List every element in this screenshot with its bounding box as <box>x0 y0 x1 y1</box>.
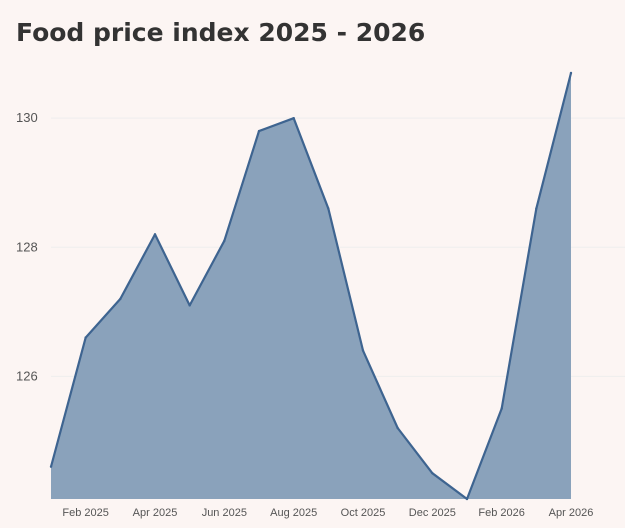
x-tick-label: Dec 2025 <box>409 507 456 519</box>
data-point <box>223 239 226 243</box>
x-axis: Feb 2025 Apr 2025 Jun 2025 Aug 2025 Oct 2025… <box>62 507 593 519</box>
x-tick-label: Feb 2025 <box>62 507 108 519</box>
data-point <box>84 336 87 339</box>
x-tick-label: Feb 2026 <box>478 507 524 519</box>
data-point <box>292 116 295 120</box>
x-tick-label: Jun 2025 <box>202 507 247 519</box>
data-point <box>153 233 157 236</box>
data-point <box>465 497 469 501</box>
data-point <box>431 471 434 475</box>
y-axis: 126 128 130 <box>16 110 38 383</box>
x-tick-label: Oct 2025 <box>341 507 386 519</box>
data-point <box>257 129 261 133</box>
data-point <box>188 304 191 307</box>
x-tick-label: Aug 2025 <box>270 507 317 519</box>
data-point <box>396 426 399 430</box>
data-point <box>361 349 365 352</box>
data-point <box>569 71 573 75</box>
plot-area <box>49 71 573 501</box>
chart-title: Food price index 2025 - 2026 <box>16 18 426 47</box>
data-point <box>535 207 538 210</box>
x-tick-label: Apr 2025 <box>133 507 178 519</box>
data-point <box>119 297 122 301</box>
data-point <box>500 407 503 410</box>
data-point <box>49 465 53 468</box>
x-tick-label: Apr 2026 <box>549 507 594 519</box>
series-line <box>49 72 573 501</box>
y-tick-label: 130 <box>16 110 38 125</box>
area-fill <box>51 73 571 499</box>
y-tick-label: 126 <box>16 368 38 383</box>
y-tick-label: 128 <box>16 239 38 254</box>
data-point <box>327 207 330 210</box>
